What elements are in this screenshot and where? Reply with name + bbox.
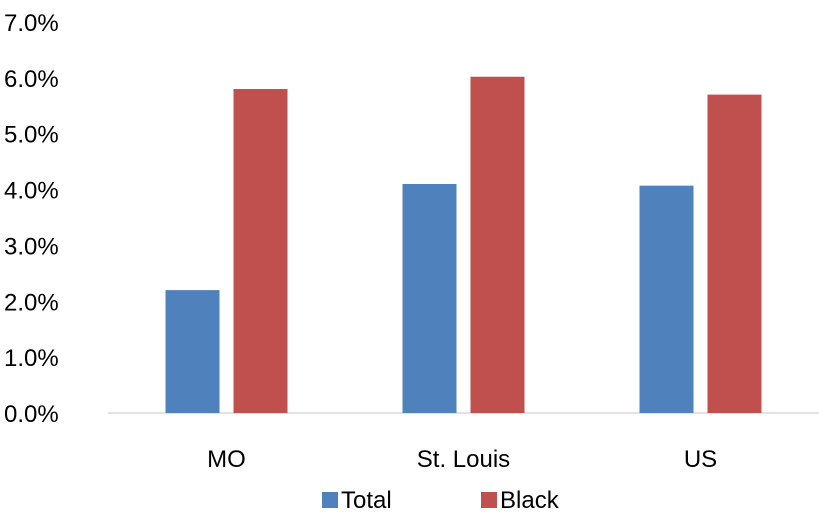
legend-label-total: Total xyxy=(341,487,392,514)
y-tick-label: 3.0% xyxy=(4,233,59,260)
y-tick-label: 2.0% xyxy=(4,289,59,316)
y-tick-label: 0.0% xyxy=(4,401,59,428)
y-tick-label: 7.0% xyxy=(4,10,59,37)
bar-total-0 xyxy=(165,290,220,413)
x-tick-label: MO xyxy=(207,446,246,473)
y-tick-label: 5.0% xyxy=(4,122,59,149)
bar-black-1 xyxy=(470,76,525,414)
bar-total-1 xyxy=(402,183,457,413)
bar-total-2 xyxy=(639,185,694,413)
x-tick-label: US xyxy=(684,446,717,473)
bar-black-0 xyxy=(233,89,288,414)
legend-label-black: Black xyxy=(500,487,560,514)
bar-black-2 xyxy=(707,94,762,413)
y-tick-label: 4.0% xyxy=(4,178,59,205)
y-tick-label: 1.0% xyxy=(4,345,59,372)
legend: Total Black xyxy=(322,487,560,514)
x-axis-ticks: MO St. Louis US xyxy=(207,446,717,473)
legend-swatch-black xyxy=(481,492,497,508)
y-tick-label: 6.0% xyxy=(4,66,59,93)
y-axis-ticks: 0.0% 1.0% 2.0% 3.0% 4.0% 5.0% 6.0% 7.0% xyxy=(4,10,59,428)
x-tick-label: St. Louis xyxy=(417,446,510,473)
bars xyxy=(165,76,762,414)
legend-swatch-total xyxy=(322,492,338,508)
